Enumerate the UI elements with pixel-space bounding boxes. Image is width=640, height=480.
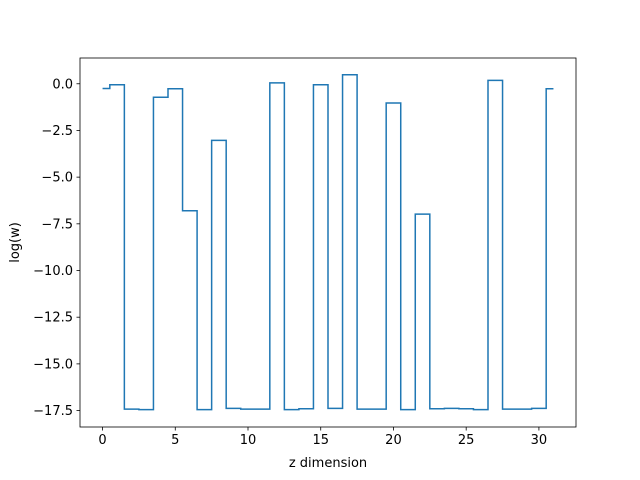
y-tick-label: −17.5: [33, 404, 73, 419]
y-tick-label: −15.0: [33, 357, 73, 372]
x-tick-label: 20: [385, 433, 402, 448]
x-axis-label: z dimension: [289, 456, 367, 471]
x-tick-label: 25: [458, 433, 475, 448]
x-tick-label: 0: [98, 433, 106, 448]
y-tick-label: −2.5: [41, 124, 73, 139]
x-tick-label: 10: [240, 433, 257, 448]
x-tick-label: 15: [312, 433, 329, 448]
plot-area: [80, 58, 576, 427]
y-tick-label: 0.0: [52, 77, 73, 92]
axes-frame: [79, 57, 577, 428]
axes: 0 5 10 15 20 25 30 0.0 −2.5 −5.0 −7.5 −10.0 −12.5 −15…: [33, 57, 577, 448]
y-tick-label: −5.0: [41, 171, 73, 186]
y-tick-label: −10.0: [33, 264, 73, 279]
y-tick-label: −12.5: [33, 311, 73, 326]
y-axis-label: log(w): [8, 222, 23, 263]
x-tick-label: 5: [171, 433, 179, 448]
series-line-0: [102, 74, 554, 411]
x-tick-label: 30: [531, 433, 548, 448]
y-tick-label: −7.5: [41, 217, 73, 232]
